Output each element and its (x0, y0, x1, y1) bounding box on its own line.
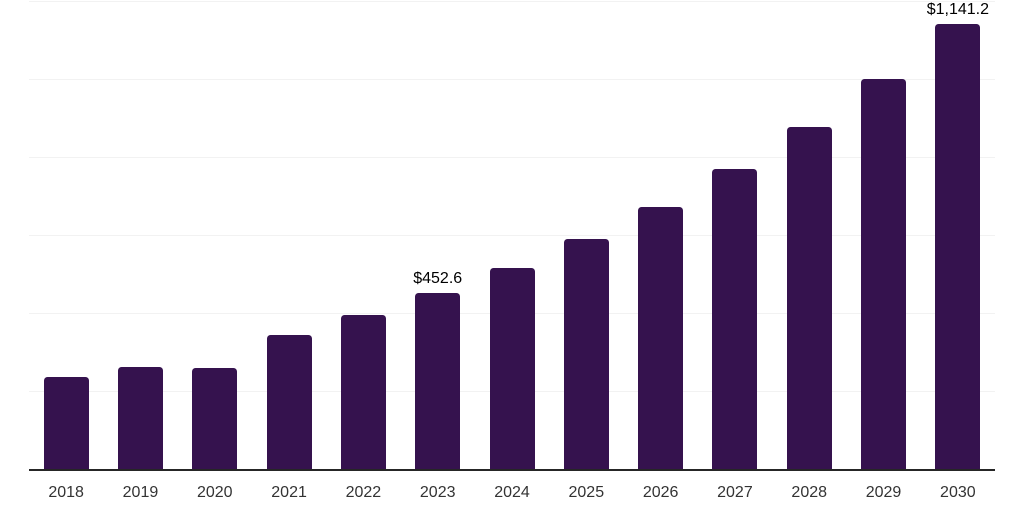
x-tick-label-2025: 2025 (568, 484, 605, 501)
x-tick-label-2021: 2021 (271, 484, 307, 501)
bar-2023 (415, 292, 461, 469)
x-tick-label-2029: 2029 (865, 484, 902, 501)
x-tick-label-2018: 2018 (48, 484, 84, 501)
bar-2019 (117, 366, 163, 469)
bar-value-label-2023: $452.6 (413, 269, 463, 287)
bar-2020 (192, 367, 238, 469)
bar-2029 (861, 78, 907, 469)
gridline-800 (29, 157, 995, 158)
bar-2030 (935, 23, 981, 469)
bar-value-label-2030: $1,141.2 (926, 0, 989, 18)
x-tick-label-2019: 2019 (122, 484, 159, 501)
gridline-1000 (29, 79, 995, 80)
bar-2025 (563, 239, 609, 469)
bar-2026 (638, 206, 684, 469)
x-axis-labels: 2018 2019 2020 2021 2022 2023 2024 2025 2026 2027… (29, 485, 995, 505)
bar-2018 (43, 376, 89, 469)
bar-2028 (786, 127, 832, 469)
x-tick-label-2024: 2024 (494, 484, 530, 501)
x-tick-label-2026: 2026 (642, 484, 679, 501)
plot-area: $452.6 $1,141.2 (29, 1, 995, 471)
gridline-1200 (29, 1, 995, 2)
x-tick-label-2022: 2022 (345, 484, 382, 501)
x-tick-label-2020: 2020 (196, 484, 233, 501)
bar-2027 (712, 169, 758, 469)
bar-2021 (266, 334, 312, 469)
bar-2022 (340, 314, 386, 469)
bar-2024 (489, 267, 535, 469)
x-tick-label-2027: 2027 (717, 484, 753, 501)
x-tick-label-2023: 2023 (419, 484, 456, 501)
x-tick-label-2028: 2028 (791, 484, 828, 501)
gridline-600 (29, 235, 995, 236)
x-tick-label-2030: 2030 (940, 484, 976, 501)
